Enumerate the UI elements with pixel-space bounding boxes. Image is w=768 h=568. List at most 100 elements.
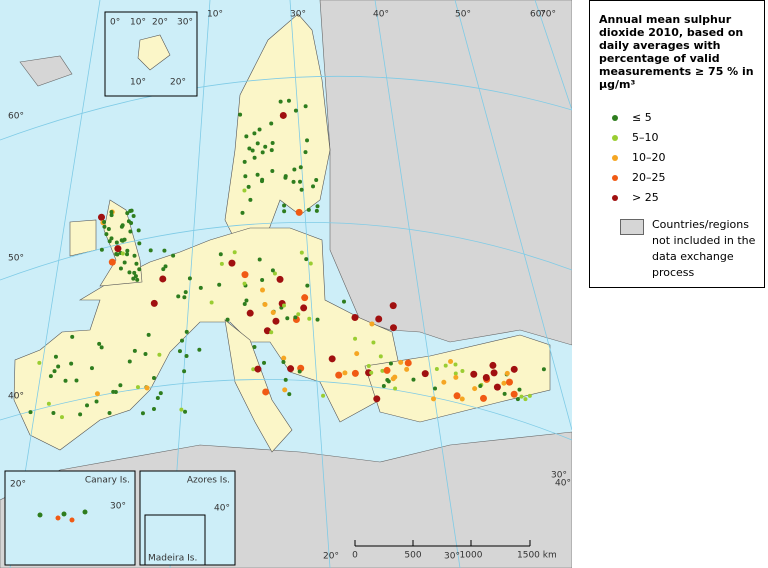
station: [270, 310, 276, 316]
graticule-label: 40°: [8, 392, 24, 402]
station: [28, 410, 33, 415]
station: [244, 134, 249, 139]
legend-item: 5–10: [612, 131, 659, 145]
station: [132, 253, 137, 258]
station: [183, 409, 188, 414]
station: [501, 380, 507, 386]
graticule-label: 20°: [323, 552, 339, 562]
station: [298, 165, 303, 170]
station: [453, 374, 459, 380]
station: [161, 267, 166, 272]
station: [369, 321, 375, 327]
station: [443, 363, 448, 368]
station: [460, 369, 465, 374]
station: [242, 159, 247, 164]
station: [354, 351, 360, 357]
station: [37, 512, 43, 518]
legend-item: 10–20: [612, 151, 666, 165]
graticule-label: 10°: [130, 78, 146, 88]
station: [52, 369, 57, 374]
station: [393, 386, 398, 391]
station: [251, 367, 256, 372]
station: [388, 361, 393, 366]
station: [315, 317, 320, 322]
station: [287, 365, 295, 373]
graticule-label: 40°: [214, 504, 230, 514]
scale-label: 1500 km: [517, 551, 557, 561]
station: [225, 317, 230, 322]
station: [282, 387, 288, 393]
station: [298, 179, 303, 184]
station: [404, 366, 410, 372]
station: [94, 399, 99, 404]
inset-title: Madeira Is.: [148, 554, 197, 564]
station: [148, 248, 153, 253]
legend-item: 20–25: [612, 171, 666, 185]
station: [118, 266, 123, 271]
station: [502, 391, 507, 396]
station: [82, 509, 88, 515]
station: [106, 227, 111, 232]
station: [389, 302, 397, 310]
station: [291, 179, 296, 184]
station: [70, 334, 75, 339]
station: [478, 384, 483, 389]
station: [37, 360, 42, 365]
station: [180, 338, 185, 343]
station: [270, 268, 275, 273]
station: [254, 365, 262, 373]
station: [505, 378, 513, 386]
station: [286, 98, 291, 103]
station: [131, 276, 136, 281]
station: [375, 315, 383, 323]
station: [257, 127, 262, 132]
station: [163, 264, 168, 269]
station: [311, 184, 316, 189]
station: [392, 374, 398, 380]
scale-label: 1000: [460, 551, 483, 561]
station: [411, 377, 416, 382]
station: [157, 352, 162, 357]
station: [118, 383, 123, 388]
station: [136, 228, 141, 233]
station: [270, 141, 275, 146]
station: [120, 223, 125, 228]
station: [389, 324, 397, 332]
station: [238, 112, 243, 117]
station: [351, 314, 359, 322]
station: [305, 283, 310, 288]
station: [314, 208, 319, 213]
station: [63, 378, 68, 383]
station: [240, 210, 245, 215]
station: [137, 241, 142, 246]
station: [97, 213, 105, 221]
station: [128, 229, 133, 234]
station: [308, 261, 313, 266]
station: [107, 239, 112, 244]
station: [179, 407, 184, 412]
station: [104, 232, 109, 237]
station: [321, 393, 326, 398]
station: [114, 251, 119, 256]
station: [279, 111, 287, 119]
station: [89, 366, 94, 371]
station: [260, 150, 265, 155]
station: [479, 394, 487, 402]
station: [151, 375, 156, 380]
station: [187, 276, 192, 281]
station: [127, 359, 132, 364]
station: [132, 270, 137, 275]
station: [315, 204, 320, 209]
station: [102, 224, 107, 229]
station: [137, 267, 142, 272]
scale-bar: [354, 540, 531, 547]
station: [283, 174, 288, 179]
legend-dot: [612, 135, 618, 141]
graticule-label: 10°: [130, 18, 146, 28]
station: [120, 251, 125, 256]
station: [335, 371, 343, 379]
graticule-label: 30°: [177, 18, 193, 28]
legend-excluded: Countries/regions not included in the da…: [652, 218, 756, 279]
station: [151, 407, 156, 412]
